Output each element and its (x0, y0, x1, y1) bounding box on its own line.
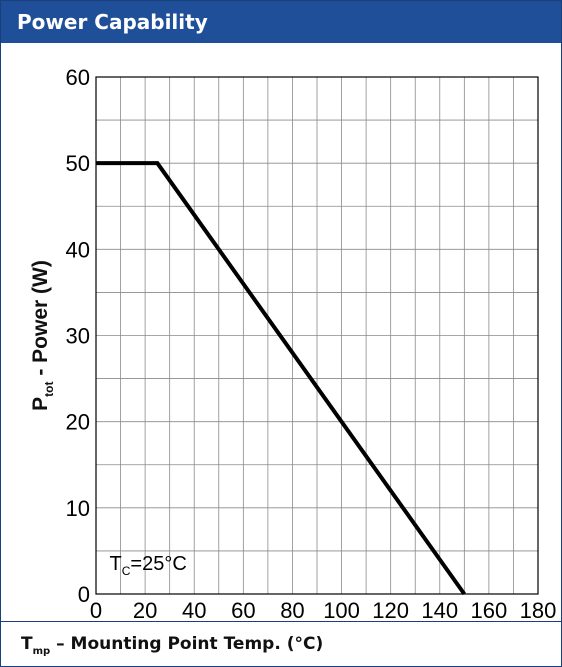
y-tick-label: 40 (66, 237, 90, 262)
y-tick-label: 60 (66, 65, 90, 90)
annotation-subscript: C (122, 564, 131, 578)
x-tick-label: 100 (323, 598, 360, 621)
x-tick-label: 160 (471, 598, 508, 621)
annotation-main: T (110, 553, 122, 575)
x-axis-label-rest: – Mounting Point Temp. (°C) (50, 634, 324, 654)
y-axis-label-subscript: tot (42, 381, 56, 396)
x-tick-label: 20 (133, 598, 157, 621)
y-tick-label: 30 (66, 324, 90, 349)
x-tick-label: 80 (280, 598, 304, 621)
y-tick-label: 10 (66, 496, 90, 521)
plot-border (95, 76, 539, 595)
panel-title: Power Capability (1, 1, 561, 43)
annotation-rest: =25°C (130, 553, 186, 575)
y-tick-label: 0 (78, 582, 90, 607)
x-tick-label: 40 (182, 598, 206, 621)
y-axis-label: Ptot - Power (W) (29, 260, 56, 411)
x-axis-label-main: T (21, 634, 33, 654)
x-tick-label: 180 (520, 598, 557, 621)
footer-divider (1, 621, 561, 622)
power-derating-line (96, 161, 466, 596)
x-tick-label: 60 (231, 598, 255, 621)
y-tick-label: 20 (66, 410, 90, 435)
x-tick-label: 120 (372, 598, 409, 621)
y-axis-label-rest: - Power (W) (29, 260, 52, 381)
power-derating-chart: 0 10 20 30 40 50 60 0 20 40 60 80 100 120 140 160 180 Pto… (29, 65, 557, 623)
x-tick-label: 140 (421, 598, 458, 621)
y-tick-label: 50 (66, 151, 90, 176)
condition-annotation: TC=25°C (110, 553, 187, 578)
x-tick-label: 0 (90, 598, 102, 621)
x-axis-label-subscript: mp (32, 646, 51, 657)
y-axis-label-main: P (29, 397, 52, 411)
x-axis-label: Tmp – Mounting Point Temp. (°C) (21, 629, 323, 659)
chart-area: 0 10 20 30 40 50 60 0 20 40 60 80 100 120 140 160 180 Pto… (1, 43, 561, 623)
